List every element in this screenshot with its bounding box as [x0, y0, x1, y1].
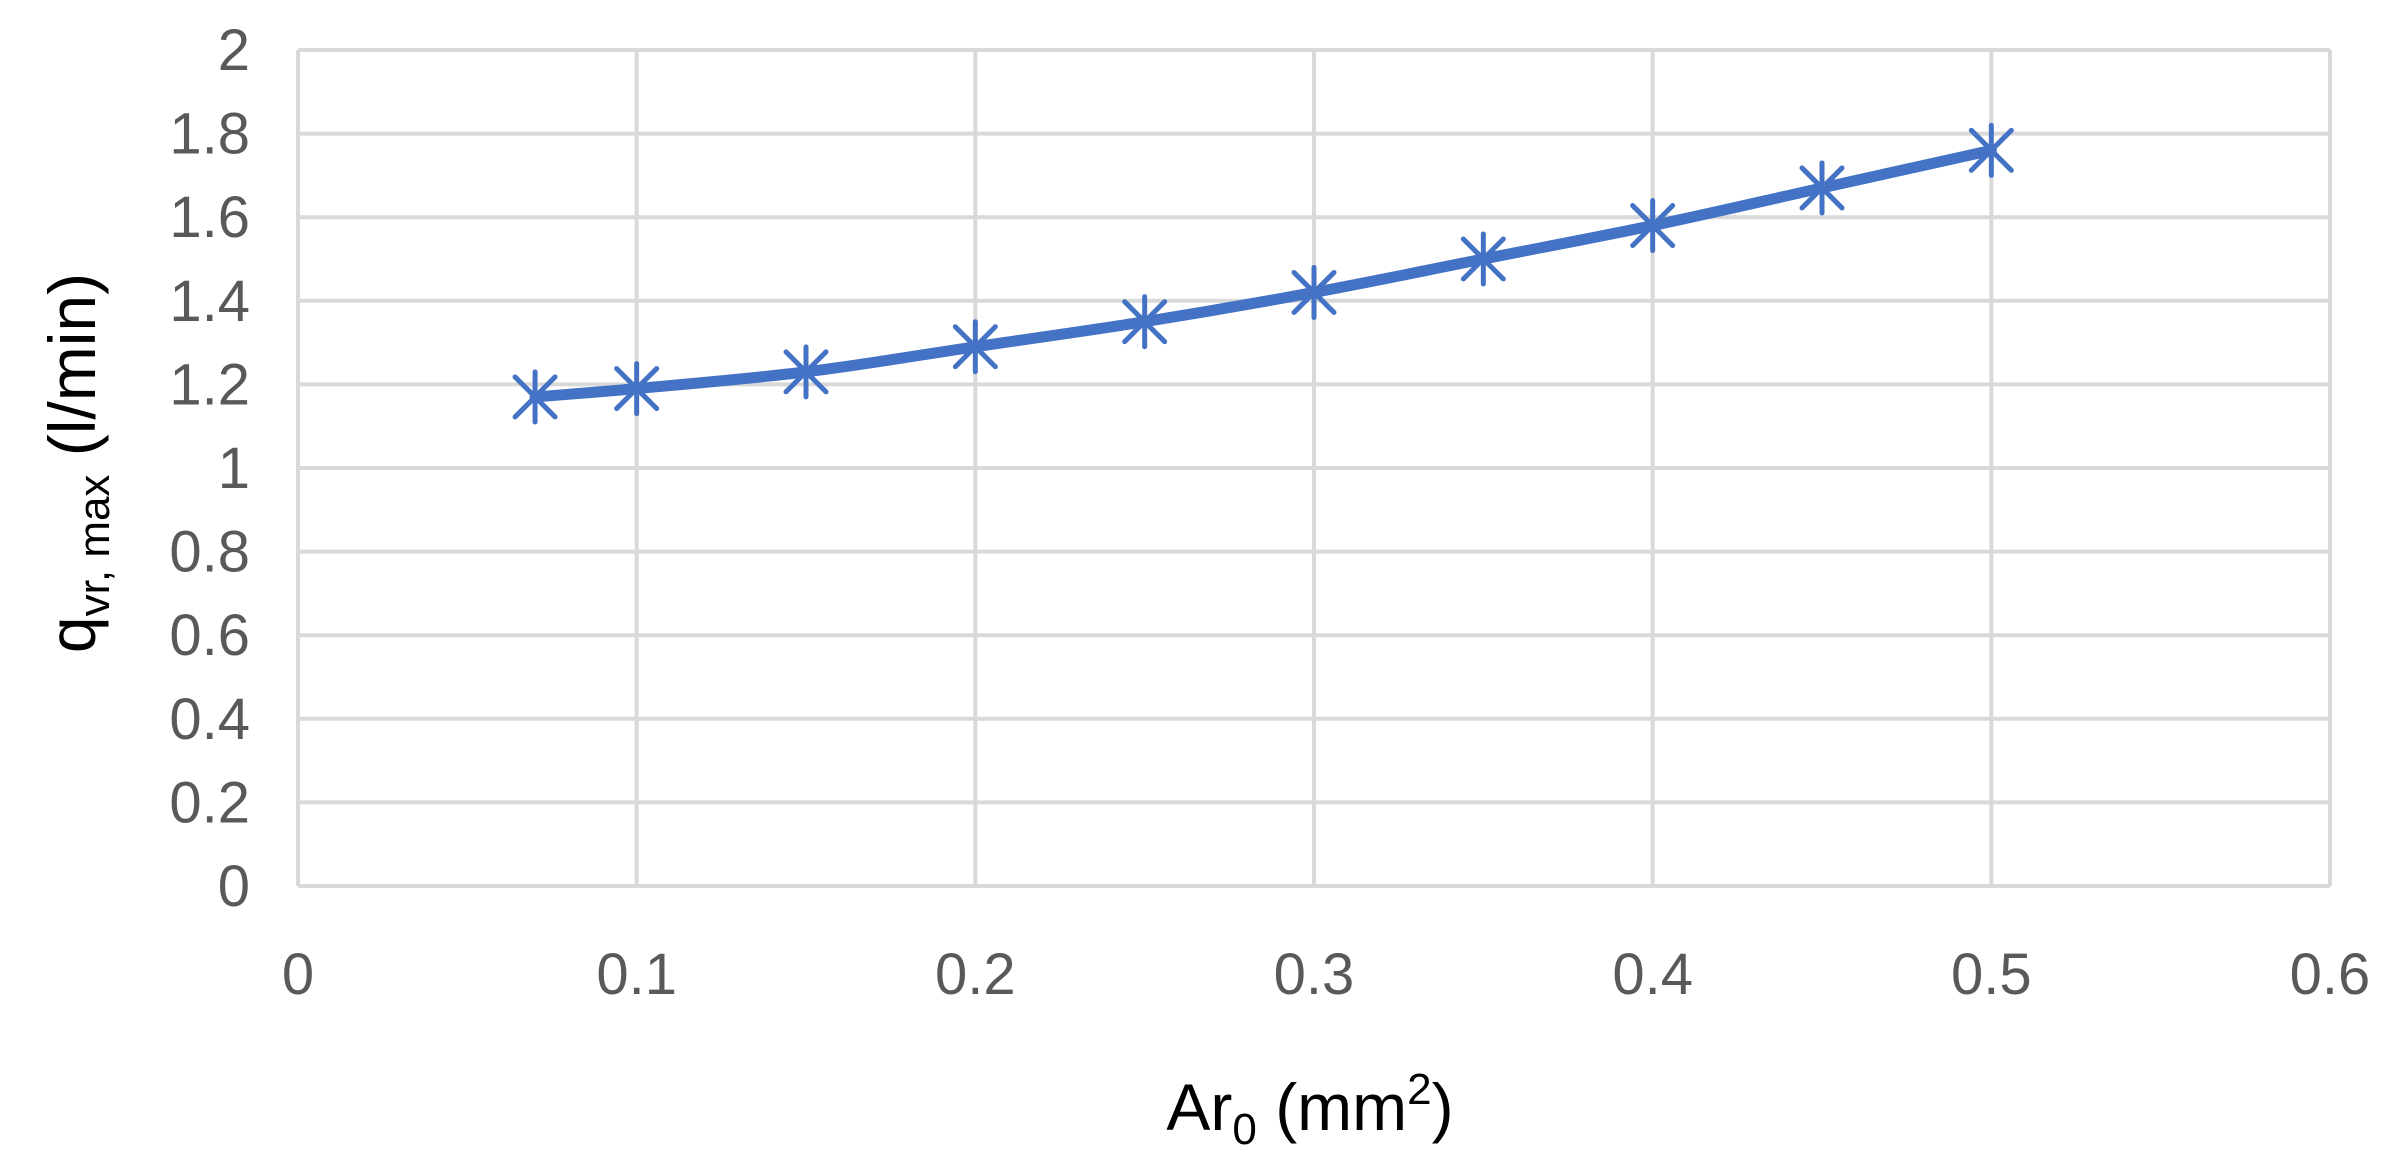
data-point-marker	[614, 361, 660, 417]
x-axis-title-end: )	[1432, 1070, 1454, 1144]
x-axis-title-superscript: 2	[1407, 1065, 1431, 1114]
grid	[296, 48, 2332, 888]
y-axis-title-base: q	[35, 616, 109, 653]
x-tick-label: 0.3	[1274, 942, 1355, 1007]
data-series	[512, 122, 2014, 425]
y-tick-label: 0.2	[169, 770, 250, 835]
y-tick-label: 1.2	[169, 352, 250, 417]
x-tick-label: 0.6	[2290, 942, 2371, 1007]
axis-titles: Ar0 (mm2) qvr, max (l/min)	[35, 273, 1454, 1154]
x-tick-label: 0.5	[1951, 942, 2032, 1007]
x-tick-label: 0.2	[935, 942, 1016, 1007]
x-tick-label: 0.1	[596, 942, 677, 1007]
data-point-marker	[952, 319, 998, 375]
series-line	[529, 144, 1997, 403]
y-tick-label: 0.4	[169, 687, 250, 752]
data-point-marker	[1460, 231, 1506, 287]
tick-labels: 0 0.2 0.4 0.6 0.8 1 1.2 1.4 1.6 1.8 2 0 0.1 0.2 0.3 0.4…	[169, 18, 2370, 1007]
data-point-marker	[1122, 294, 1168, 350]
y-tick-label: 0.8	[169, 520, 250, 585]
data-point-marker	[783, 344, 829, 400]
y-tick-label: 2	[218, 18, 250, 83]
y-tick-label: 1	[218, 436, 250, 501]
y-tick-label: 1.4	[169, 269, 250, 334]
y-tick-label: 0.6	[169, 603, 250, 668]
data-point-marker	[1799, 160, 1845, 216]
data-point-marker	[512, 369, 558, 425]
y-tick-label: 1.8	[169, 102, 250, 167]
x-axis-title-unit: (mm	[1257, 1070, 1407, 1144]
data-point-marker	[1968, 122, 2014, 178]
y-tick-label: 1.6	[169, 185, 250, 250]
x-tick-label: 0	[282, 942, 314, 1007]
x-tick-label: 0.4	[1612, 942, 1693, 1007]
x-axis-title-base: Ar	[1166, 1070, 1232, 1144]
data-point-marker	[1291, 264, 1337, 320]
y-axis-title-unit: (l/min)	[35, 273, 109, 475]
y-axis-title-subscript: vr, max	[70, 475, 119, 617]
data-point-marker	[1630, 198, 1676, 254]
x-axis-title-subscript: 0	[1232, 1105, 1256, 1154]
x-axis-title: Ar0 (mm2)	[1166, 1065, 1453, 1154]
y-tick-label: 0	[218, 854, 250, 919]
y-axis-title: qvr, max (l/min)	[35, 273, 119, 653]
